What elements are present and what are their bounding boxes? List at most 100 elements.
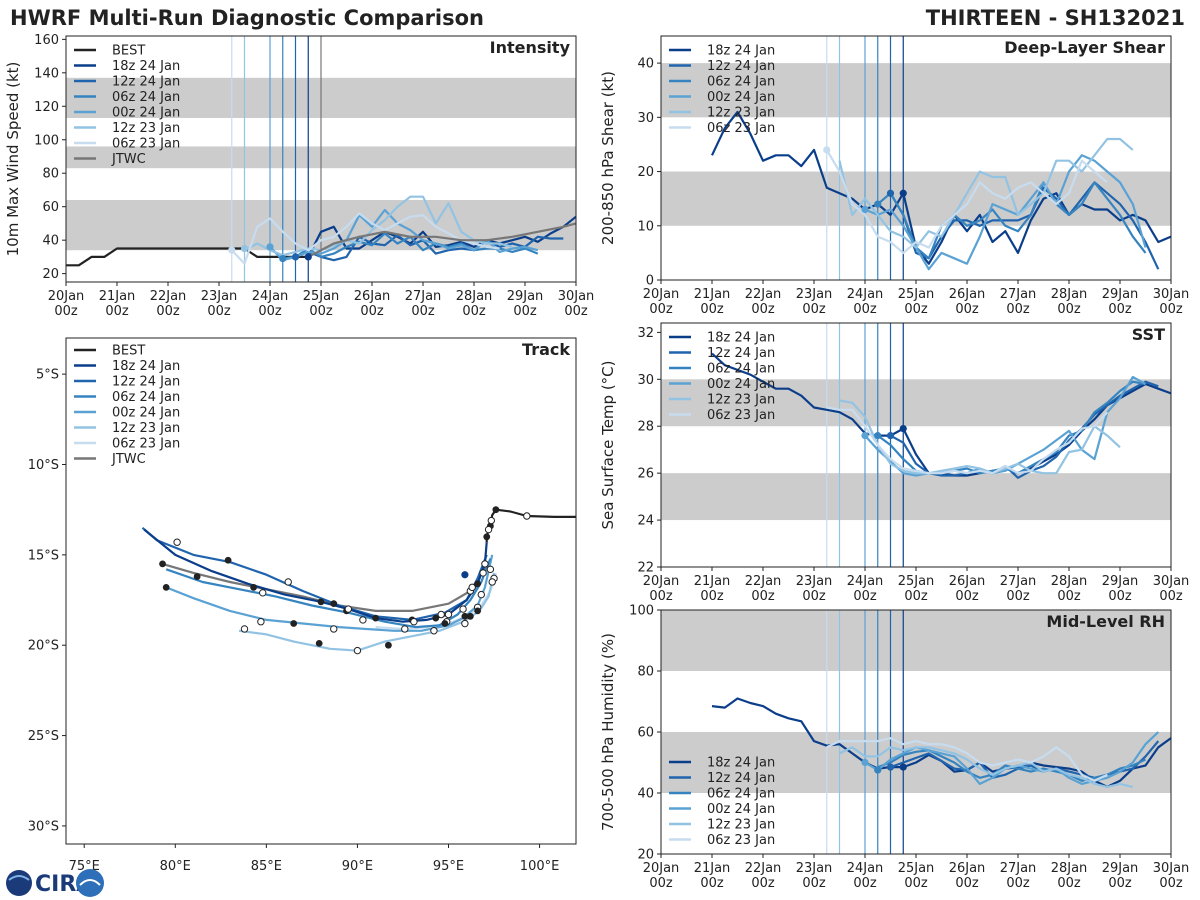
panel-title: Deep-Layer Shear <box>1004 38 1165 57</box>
track-point-open <box>444 610 453 619</box>
x-tick-label-day: 24Jan <box>847 861 884 876</box>
track-best <box>485 508 576 543</box>
legend-label-18z-24-jan: 18z 24 Jan <box>112 59 180 74</box>
legend-label-06z-23-jan: 06z 23 Jan <box>707 833 775 848</box>
series-00z-24-jan <box>864 375 1147 477</box>
track-point-open <box>488 578 496 586</box>
track-point-filled <box>372 614 380 622</box>
x-tick-label-day: 27Jan <box>405 289 442 304</box>
x-tick-label-hour: 00z <box>955 302 979 317</box>
x-tick-label: 90°E <box>342 859 373 874</box>
sst-panel: 20Jan00z21Jan00z22Jan00z23Jan00z24Jan00z… <box>599 322 1190 604</box>
init-marker-00z-24-jan <box>861 432 869 440</box>
track-point-filled <box>315 640 323 647</box>
track-point-open <box>486 565 495 574</box>
legend-label-12z-24-jan: 12z 24 Jan <box>112 75 180 90</box>
track-point-filled <box>441 620 449 627</box>
x-tick-label-day: 27Jan <box>1000 287 1037 302</box>
y-tick-label: 20 <box>637 848 654 863</box>
x-tick-label-day: 23Jan <box>796 287 833 302</box>
x-tick-label-day: 20Jan <box>643 287 680 302</box>
x-tick-label-day: 24Jan <box>847 287 884 302</box>
x-tick-label-day: 22Jan <box>150 289 187 304</box>
track-point-open <box>410 618 418 626</box>
x-tick-label-hour: 00z <box>105 304 129 319</box>
y-tick-label: 100 <box>629 604 654 619</box>
x-tick-label-hour: 00z <box>513 304 537 319</box>
x-tick-label-day: 24Jan <box>252 289 289 304</box>
track-point-open <box>284 578 292 586</box>
y-tick-label: 40 <box>42 234 59 249</box>
track-point-open <box>353 646 362 655</box>
rh-panel: 20Jan00z21Jan00z22Jan00z23Jan00z24Jan00z… <box>599 604 1189 892</box>
x-tick-label-day: 29Jan <box>507 289 544 304</box>
x-tick-label-day: 24Jan <box>847 574 884 589</box>
x-tick-label-hour: 00z <box>411 304 435 319</box>
y-tick-label: 80 <box>42 167 59 182</box>
y-tick-label: 80 <box>637 665 654 680</box>
x-tick-label-hour: 00z <box>1108 589 1132 604</box>
y-tick-label: 120 <box>34 100 59 115</box>
x-tick-label-day: 25Jan <box>898 861 935 876</box>
x-tick-label-hour: 00z <box>700 589 724 604</box>
x-tick-label-day: 29Jan <box>1102 574 1139 589</box>
y-tick-label: 20 <box>637 165 654 180</box>
x-tick-label-hour: 00z <box>1108 876 1132 891</box>
track-point-filled <box>483 533 491 541</box>
series-06z-23-jan <box>825 149 1109 254</box>
x-tick-label-day: 21Jan <box>694 287 731 302</box>
x-tick-label-day: 23Jan <box>201 289 238 304</box>
x-tick-label-day: 29Jan <box>1102 287 1139 302</box>
track-point-filled <box>330 600 338 608</box>
series-06z-23-jan <box>231 212 500 265</box>
intensity-panel: 20Jan00z21Jan00z22Jan00z23Jan00z24Jan00z… <box>4 33 594 319</box>
x-tick-label-hour: 00z <box>700 302 724 317</box>
track-point-filled <box>162 583 170 591</box>
legend-label-12z-23-jan: 12z 23 Jan <box>112 121 180 136</box>
x-tick-label-hour: 00z <box>904 876 928 891</box>
x-tick-label-day: 29Jan <box>1102 861 1139 876</box>
x-tick-label-hour: 00z <box>802 589 826 604</box>
track-point-open <box>477 590 485 599</box>
x-tick-label-hour: 00z <box>904 302 928 317</box>
x-tick-label-day: 22Jan <box>745 287 782 302</box>
y-tick-label: 140 <box>34 66 59 81</box>
x-tick-label-hour: 00z <box>1006 876 1030 891</box>
y-axis-label: 200-850 hPa Shear (kt) <box>599 71 617 245</box>
init-marker-18z-24-jan <box>899 189 907 197</box>
series-12z-23-jan <box>839 399 1121 475</box>
track-point-filled <box>474 580 482 588</box>
y-tick-label: 40 <box>637 787 654 802</box>
x-tick-label-hour: 00z <box>649 589 673 604</box>
init-marker-00z-24-jan <box>861 205 869 214</box>
shear-panel: 20Jan00z21Jan00z22Jan00z23Jan00z24Jan00z… <box>599 35 1190 317</box>
track-point-open <box>468 583 476 592</box>
plot-frame <box>65 337 577 845</box>
x-tick-label-day: 30Jan <box>1153 287 1190 302</box>
series-12z-23-jan <box>838 137 1134 249</box>
x-tick-label-hour: 00z <box>853 876 877 891</box>
legend-label-12z-23-jan: 12z 23 Jan <box>707 106 775 121</box>
legend-label-best: BEST <box>112 344 145 359</box>
figure-title: HWRF Multi-Run Diagnostic Comparison <box>10 6 484 30</box>
legend-label-12z-24-jan: 12z 24 Jan <box>707 59 775 74</box>
x-tick-label-day: 28Jan <box>456 289 493 304</box>
x-tick-label-day: 30Jan <box>1153 861 1190 876</box>
series-12z-24-jan <box>889 181 1160 270</box>
track-point-filled <box>317 598 325 606</box>
legend-label-12z-23-jan: 12z 23 Jan <box>707 393 775 408</box>
series-best <box>66 247 309 267</box>
legend-label-18z-24-jan: 18z 24 Jan <box>112 359 180 374</box>
legend-label-00z-24-jan: 00z 24 Jan <box>707 377 775 392</box>
series-jtwc <box>307 222 577 258</box>
init-marker-12z-24-jan <box>886 189 895 197</box>
x-tick-label-hour: 00z <box>751 302 775 317</box>
x-tick-label-day: 23Jan <box>796 861 833 876</box>
x-tick-label-hour: 00z <box>1108 302 1132 317</box>
x-tick-label-day: 30Jan <box>1153 574 1190 589</box>
y-tick-label: 15°S <box>28 548 59 563</box>
x-tick-label-hour: 00z <box>1159 876 1183 891</box>
x-tick-label-hour: 00z <box>700 876 724 891</box>
legend-label-06z-24-jan: 06z 24 Jan <box>707 362 775 377</box>
